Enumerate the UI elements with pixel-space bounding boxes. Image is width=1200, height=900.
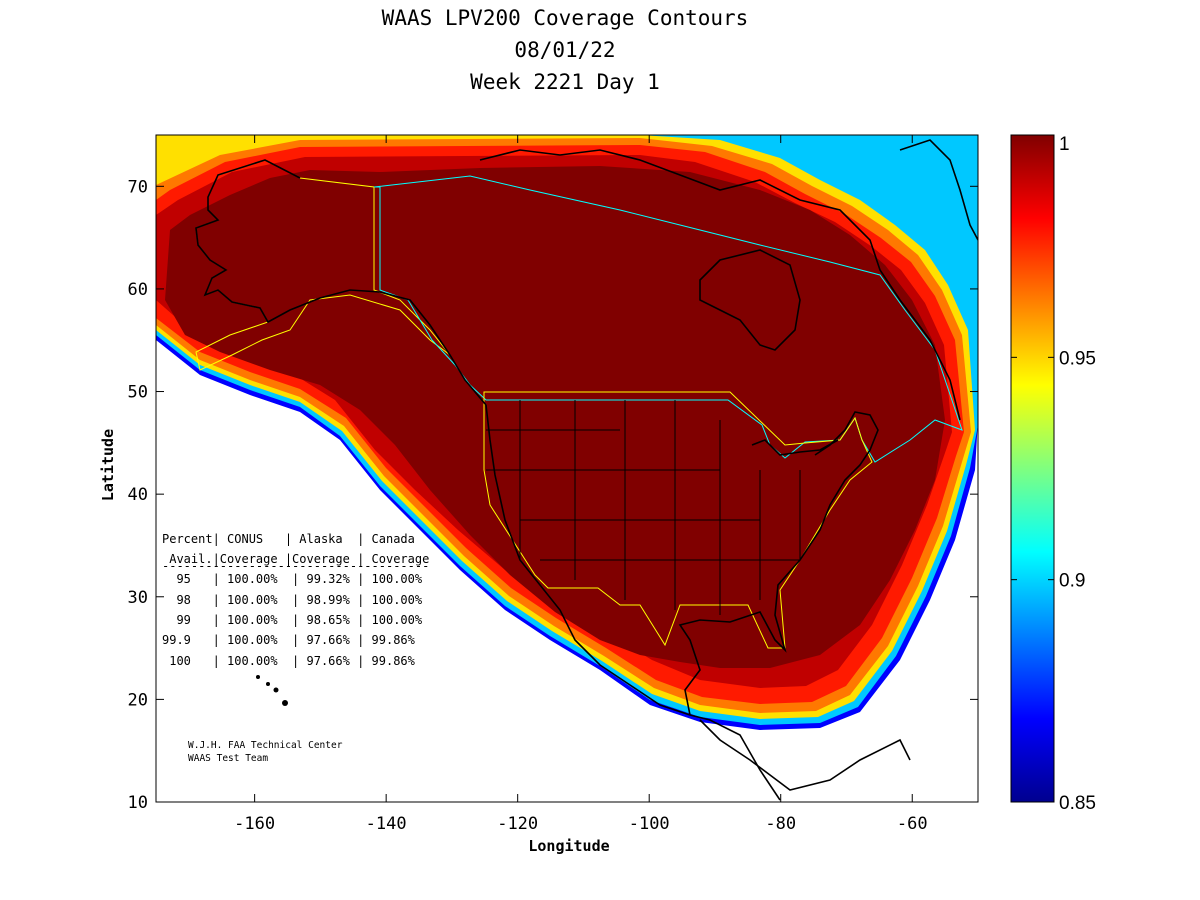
hawaii-islands [256,675,288,706]
table-row: 100 | 100.00% | 97.66% | 99.86% [162,654,416,668]
alaska-coast [195,159,487,406]
x-tick-label: -80 [765,814,796,834]
y-tick-label: 10 [128,793,148,813]
x-tick-label: -160 [234,814,275,834]
y-tick-label: 50 [128,383,148,403]
colorbar-label: 0.9 [1059,571,1085,592]
state-borders [486,400,801,615]
y-tick-label: 40 [128,485,148,505]
colorbar-label: 0.85 [1059,793,1096,814]
table-header-1: Percent| CONUS | Alaska | Canada [162,532,415,546]
gulf-coast [678,411,879,716]
x-axis-title: Longitude [528,837,609,855]
colorbar [1010,134,1055,803]
credit-line-1: W.J.H. FAA Technical Center [188,740,343,751]
colorbar-label: 0.95 [1059,348,1096,369]
table-row: 95 | 100.00% | 99.32% | 100.00% [162,572,423,586]
plot-frame [155,134,979,803]
x-tick-label: -100 [629,814,670,834]
table-header-2: Avail.|Coverage |Coverage | Coverage [162,552,429,566]
x-tick-label: -120 [497,814,538,834]
y-tick-label: 60 [128,280,148,300]
y-axis-title: Latitude [99,429,117,501]
canada-arctic [479,149,961,421]
map-title: WAAS LPV200 Coverage Contours [381,6,749,30]
hudson-bay [699,249,801,351]
greenland-coast [899,139,978,241]
mexico-central [699,719,911,791]
table-rule: ------------------------------------- [162,559,429,573]
y-ticks: 10 20 30 40 50 60 70 [128,177,978,813]
table-row: 98 | 100.00% | 98.99% | 100.00% [162,593,423,607]
map-date: 08/01/22 [514,38,616,62]
credit-line-2: WAAS Test Team [188,753,268,764]
contour-core [165,166,945,668]
colorbar-ticks: 1 0.95 0.9 0.85 [1011,134,1096,814]
map-week-day: Week 2221 Day 1 [470,70,660,94]
coastlines [195,139,978,801]
y-tick-label: 70 [128,177,148,197]
table-row: 99 | 100.00% | 98.65% | 100.00% [162,613,423,627]
table-row: 99.9 | 100.00% | 97.66% | 99.86% [162,633,416,647]
y-tick-label: 20 [128,690,148,710]
x-tick-label: -60 [897,814,928,834]
west-coast [485,404,781,801]
x-ticks: -160 -140 -120 -100 -80 -60 [234,135,928,834]
y-tick-label: 30 [128,588,148,608]
coverage-table: Percent| CONUS | Alaska | Canada Avail.|… [162,532,429,668]
great-lakes [751,439,839,456]
x-tick-label: -140 [366,814,407,834]
colorbar-label: 1 [1059,134,1070,155]
